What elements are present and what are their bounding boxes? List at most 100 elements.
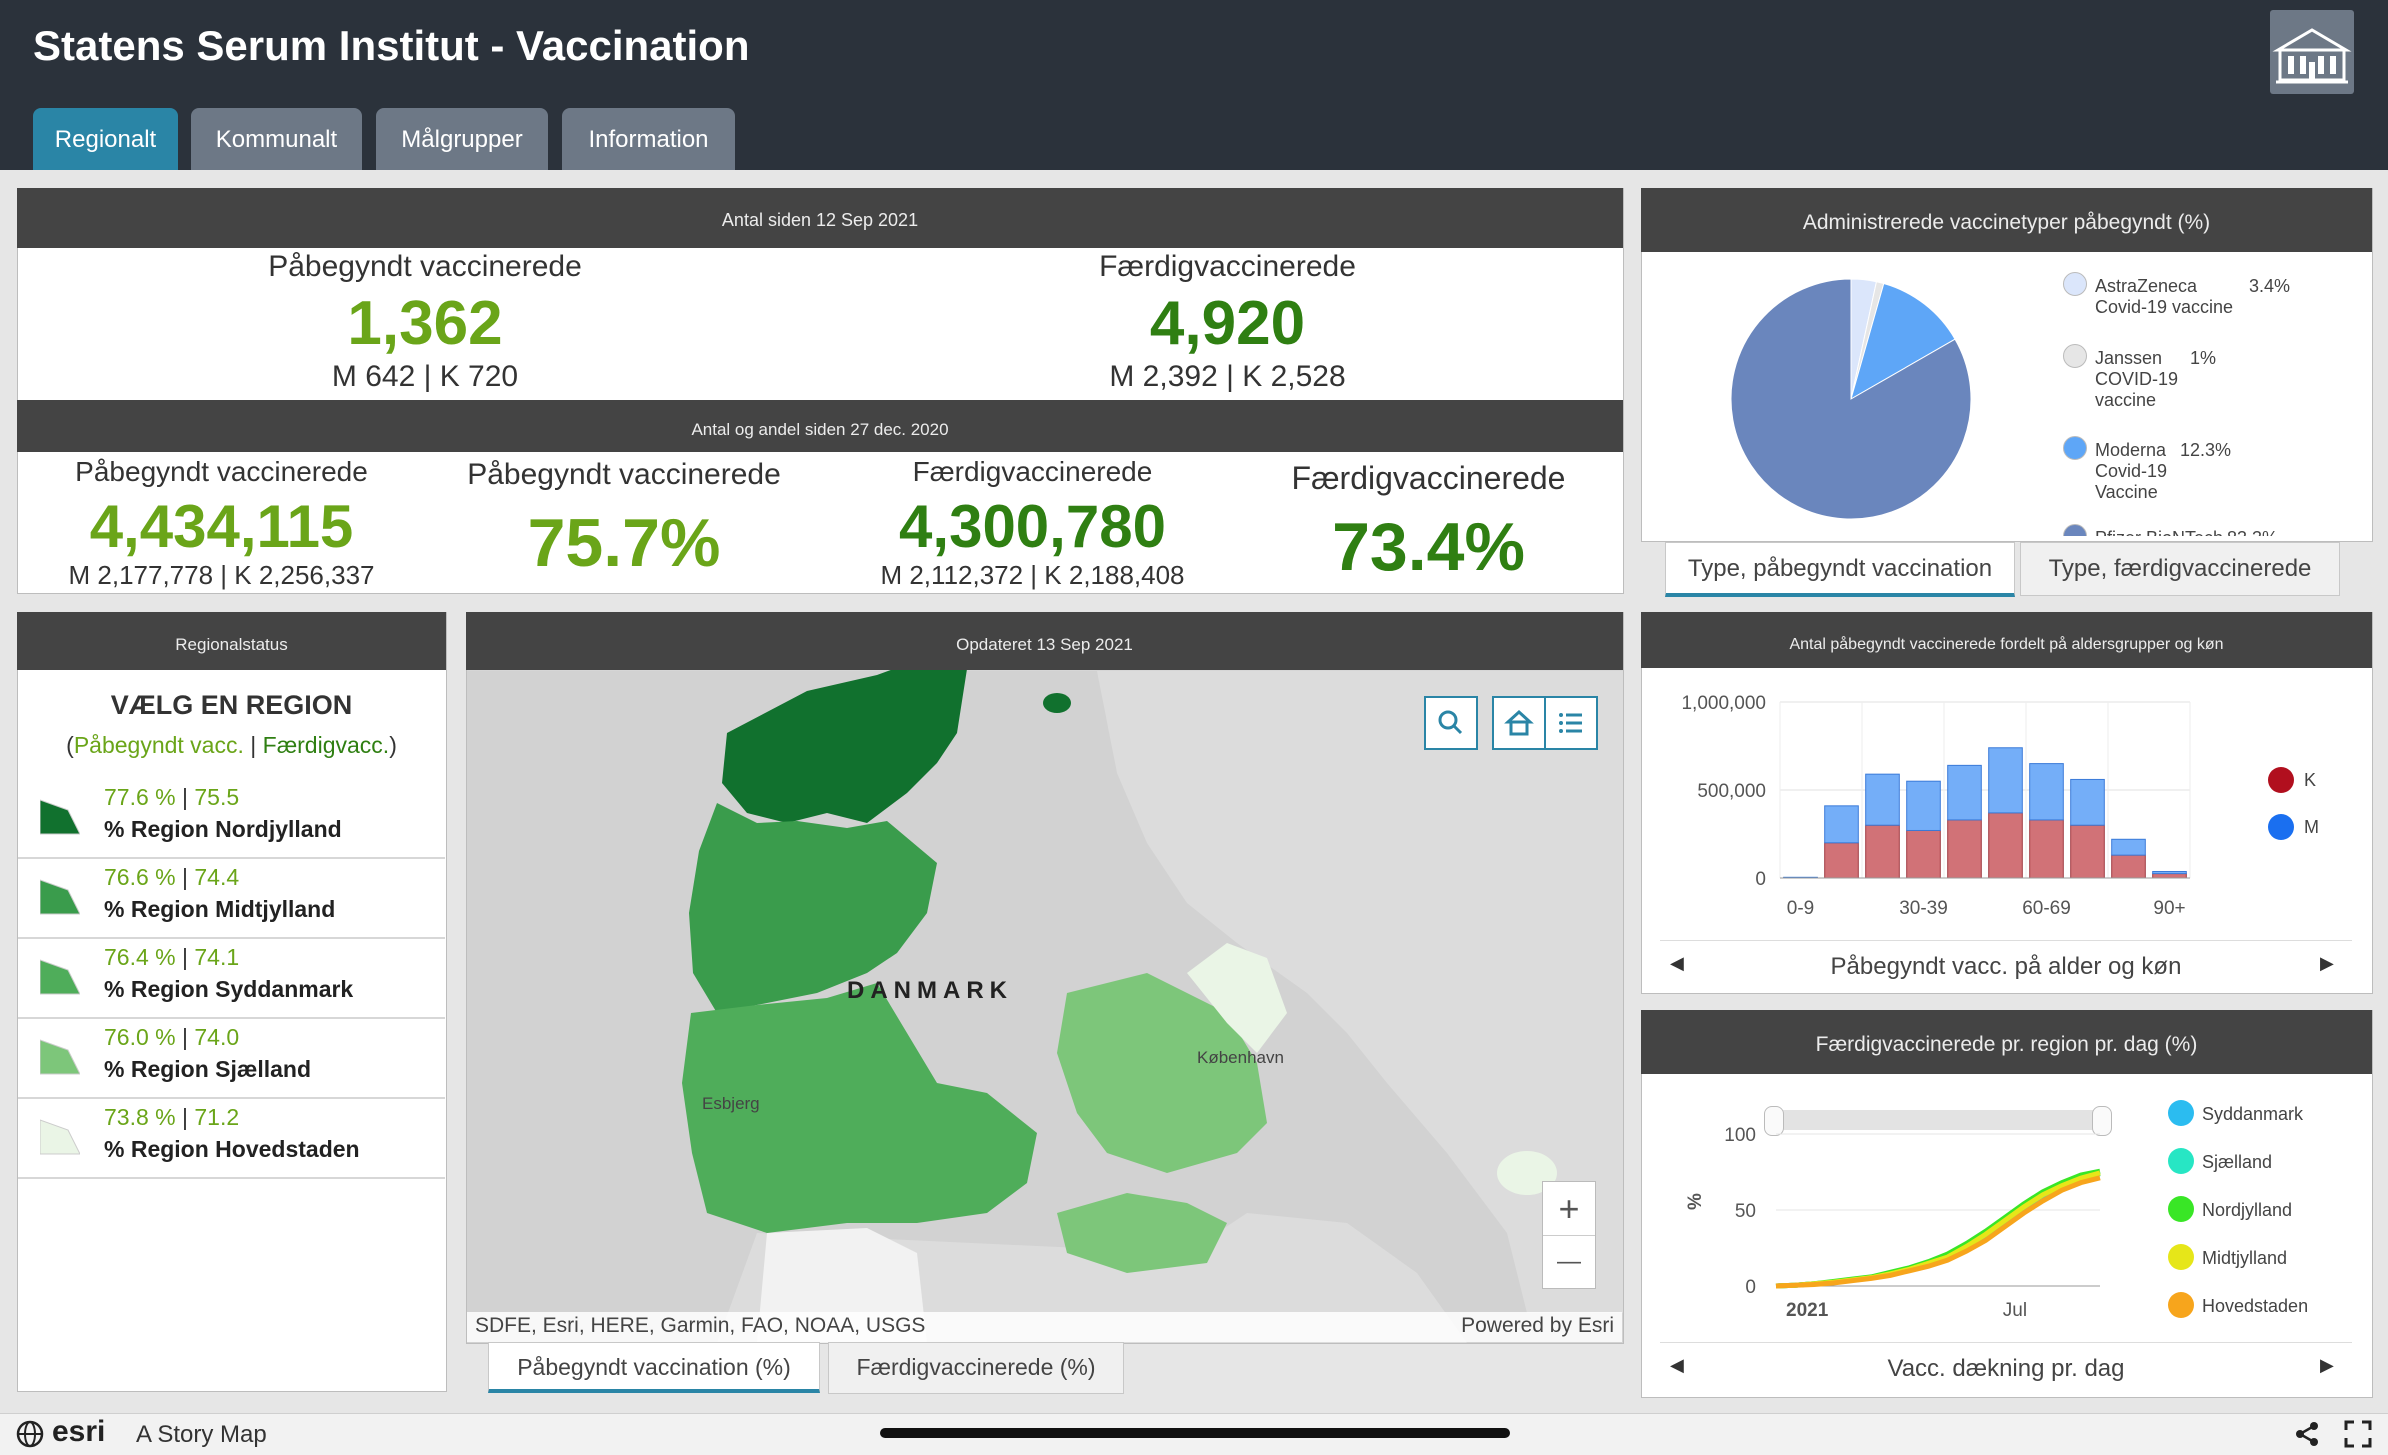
- daily-x-tick: Jul: [2003, 1300, 2027, 1321]
- completed-recent-sub: M 2,392 | K 2,528: [1000, 360, 1455, 394]
- map-city-kobenhavn: København: [1197, 1048, 1284, 1067]
- tab-map-completed[interactable]: Færdigvaccinerede (%): [828, 1342, 1124, 1394]
- age-bar-k[interactable]: [1989, 813, 2023, 878]
- region-name: % Region Nordjylland: [104, 816, 342, 843]
- map-panel-header: Opdateret 13 Sep 2021: [466, 612, 1623, 670]
- age-chart-nav: ◀ Påbegyndt vacc. på alder og køn ▶: [1660, 940, 2352, 991]
- completed-recent-value: 4,920: [1000, 288, 1455, 359]
- tab-type-started[interactable]: Type, påbegyndt vaccination: [1665, 542, 2015, 597]
- started-total-value: 4,434,115: [30, 492, 413, 561]
- region-name: % Region Syddanmark: [104, 976, 353, 1003]
- region-value-completed: 74.4: [194, 864, 239, 890]
- region-row-midtjylland[interactable]: 76.6 % | 74.4% Region Midtjylland: [18, 858, 445, 939]
- age-bar-m[interactable]: [1866, 774, 1900, 825]
- age-nav-label: Påbegyndt vacc. på alder og køn: [1700, 953, 2312, 981]
- age-bar-k[interactable]: [1948, 820, 1982, 878]
- zoom-in-button[interactable]: +: [1543, 1182, 1595, 1236]
- daily-legend-swatch: [2168, 1244, 2194, 1270]
- region-values: 76.6 % | 74.4: [104, 864, 239, 891]
- age-legend-label-k: K: [2304, 770, 2316, 791]
- tab-map-started[interactable]: Påbegyndt vaccination (%): [488, 1342, 820, 1393]
- share-icon[interactable]: [2294, 1420, 2322, 1448]
- legend-pct-astrazeneca: 3.4%: [2249, 276, 2290, 297]
- age-bar-m[interactable]: [1948, 765, 1982, 820]
- age-bar-m[interactable]: [1907, 781, 1941, 830]
- daily-next-arrow-icon[interactable]: ▶: [2320, 1355, 2334, 1376]
- fullscreen-icon[interactable]: [2344, 1420, 2372, 1448]
- age-bar-m[interactable]: [2071, 779, 2105, 825]
- region-value-completed: 74.1: [194, 944, 239, 970]
- region-swatch-shape: [40, 960, 80, 994]
- age-y-tick: 1,000,000: [1681, 693, 1766, 714]
- age-x-tick: 30-39: [1899, 898, 1948, 919]
- region-value-started: 76.4 %: [104, 944, 176, 970]
- age-bar-k[interactable]: [1825, 843, 1859, 878]
- legend-label-astrazeneca: AstraZeneca Covid-19 vaccine: [2095, 276, 2245, 318]
- region-row-nordjylland[interactable]: 77.6 % | 75.5 % Region Nordjylland: [18, 778, 445, 859]
- daily-nav-label: Vacc. dækning pr. dag: [1700, 1355, 2312, 1383]
- started-pct-value: 75.7%: [430, 504, 818, 582]
- daily-y-tick: 100: [1724, 1125, 1756, 1146]
- region-swatch-shape: [40, 880, 80, 914]
- institute-building-icon[interactable]: [2270, 10, 2354, 94]
- completed-total-value: 4,300,780: [840, 492, 1225, 561]
- age-bar-k[interactable]: [2153, 874, 2187, 878]
- daily-x-tick: 2021: [1786, 1300, 1829, 1321]
- age-bar-k[interactable]: [1907, 830, 1941, 878]
- subtitle-close: ): [389, 732, 397, 758]
- region-swatch-icon: [40, 796, 80, 836]
- region-values: 73.8 % | 71.2: [104, 1104, 239, 1131]
- daily-legend-label: Sjælland: [2202, 1152, 2272, 1173]
- tab-malgrupper[interactable]: Målgrupper: [376, 108, 548, 170]
- daily-legend-label: Midtjylland: [2202, 1248, 2287, 1269]
- started-pct-label: Påbegyndt vaccinerede: [430, 458, 818, 492]
- summary-bottom-header: Antal og andel siden 27 dec. 2020: [17, 400, 1623, 452]
- legend-pct-moderna: 12.3%: [2180, 440, 2231, 461]
- age-bar-k[interactable]: [1866, 825, 1900, 878]
- age-legend-label-m: M: [2304, 817, 2319, 838]
- age-prev-arrow-icon[interactable]: ◀: [1670, 953, 1684, 974]
- list-icon: [1546, 698, 1596, 748]
- zoom-out-button[interactable]: —: [1543, 1236, 1595, 1288]
- tab-information[interactable]: Information: [562, 108, 735, 170]
- age-bar-m[interactable]: [2153, 871, 2187, 873]
- map-search-button[interactable]: [1424, 696, 1478, 750]
- region-row-syddanmark[interactable]: 76.4 % | 74.1 % Region Syddanmark: [18, 938, 445, 1019]
- age-chart-header: Antal påbegyndt vaccinerede fordelt på a…: [1641, 612, 2372, 668]
- esri-brand[interactable]: esri: [52, 1415, 105, 1449]
- vaccine-type-legend: AstraZeneca Covid-19 vaccine 3.4% Jansse…: [2055, 268, 2355, 536]
- region-row-hovedstaden[interactable]: 73.8 % | 71.2% Region Hovedstaden: [18, 1098, 445, 1179]
- region-values: 76.4 % | 74.1: [104, 944, 239, 971]
- daily-chart-header: Færdigvaccinerede pr. region pr. dag (%): [1641, 1010, 2372, 1074]
- region-row-sjaelland[interactable]: 76.0 % | 74.0% Region Sjælland: [18, 1018, 445, 1099]
- legend-pct-janssen: 1%: [2190, 348, 2216, 369]
- tab-type-completed[interactable]: Type, færdigvaccinerede: [2020, 542, 2340, 596]
- powered-by-esri[interactable]: Powered by Esri: [1400, 1314, 1614, 1338]
- daily-series-line[interactable]: [1776, 1173, 2100, 1286]
- daily-prev-arrow-icon[interactable]: ◀: [1670, 1355, 1684, 1376]
- vaccine-type-header: Administrerede vaccinetyper påbegyndt (%…: [1641, 188, 2372, 252]
- started-total-label: Påbegyndt vaccinerede: [30, 456, 413, 488]
- region-value-started: 73.8 %: [104, 1104, 176, 1130]
- region-values: 77.6 % | 75.5: [104, 784, 239, 811]
- map-home-button[interactable]: [1492, 696, 1546, 750]
- home-icon: [1494, 698, 1544, 748]
- age-bar-k[interactable]: [2071, 825, 2105, 878]
- age-next-arrow-icon[interactable]: ▶: [2320, 953, 2334, 974]
- age-bar-m[interactable]: [2112, 839, 2146, 855]
- age-bar-m[interactable]: [2030, 764, 2064, 820]
- legend-label-janssen: Janssen COVID-19 vaccine: [2095, 348, 2190, 411]
- map-legend-button[interactable]: [1544, 696, 1598, 750]
- age-bar-m[interactable]: [1989, 748, 2023, 813]
- tab-kommunalt[interactable]: Kommunalt: [191, 108, 362, 170]
- age-bar-k[interactable]: [2030, 820, 2064, 878]
- age-bar-k[interactable]: [2112, 855, 2146, 878]
- region-value-completed: 74.0: [194, 1024, 239, 1050]
- daily-series-line[interactable]: [1776, 1178, 2100, 1286]
- tab-regionalt[interactable]: Regionalt: [33, 108, 178, 170]
- age-bar-m[interactable]: [1825, 806, 1859, 843]
- vaccine-type-pie-chart: [1726, 274, 1976, 524]
- started-recent-sub: M 642 | K 720: [200, 360, 650, 394]
